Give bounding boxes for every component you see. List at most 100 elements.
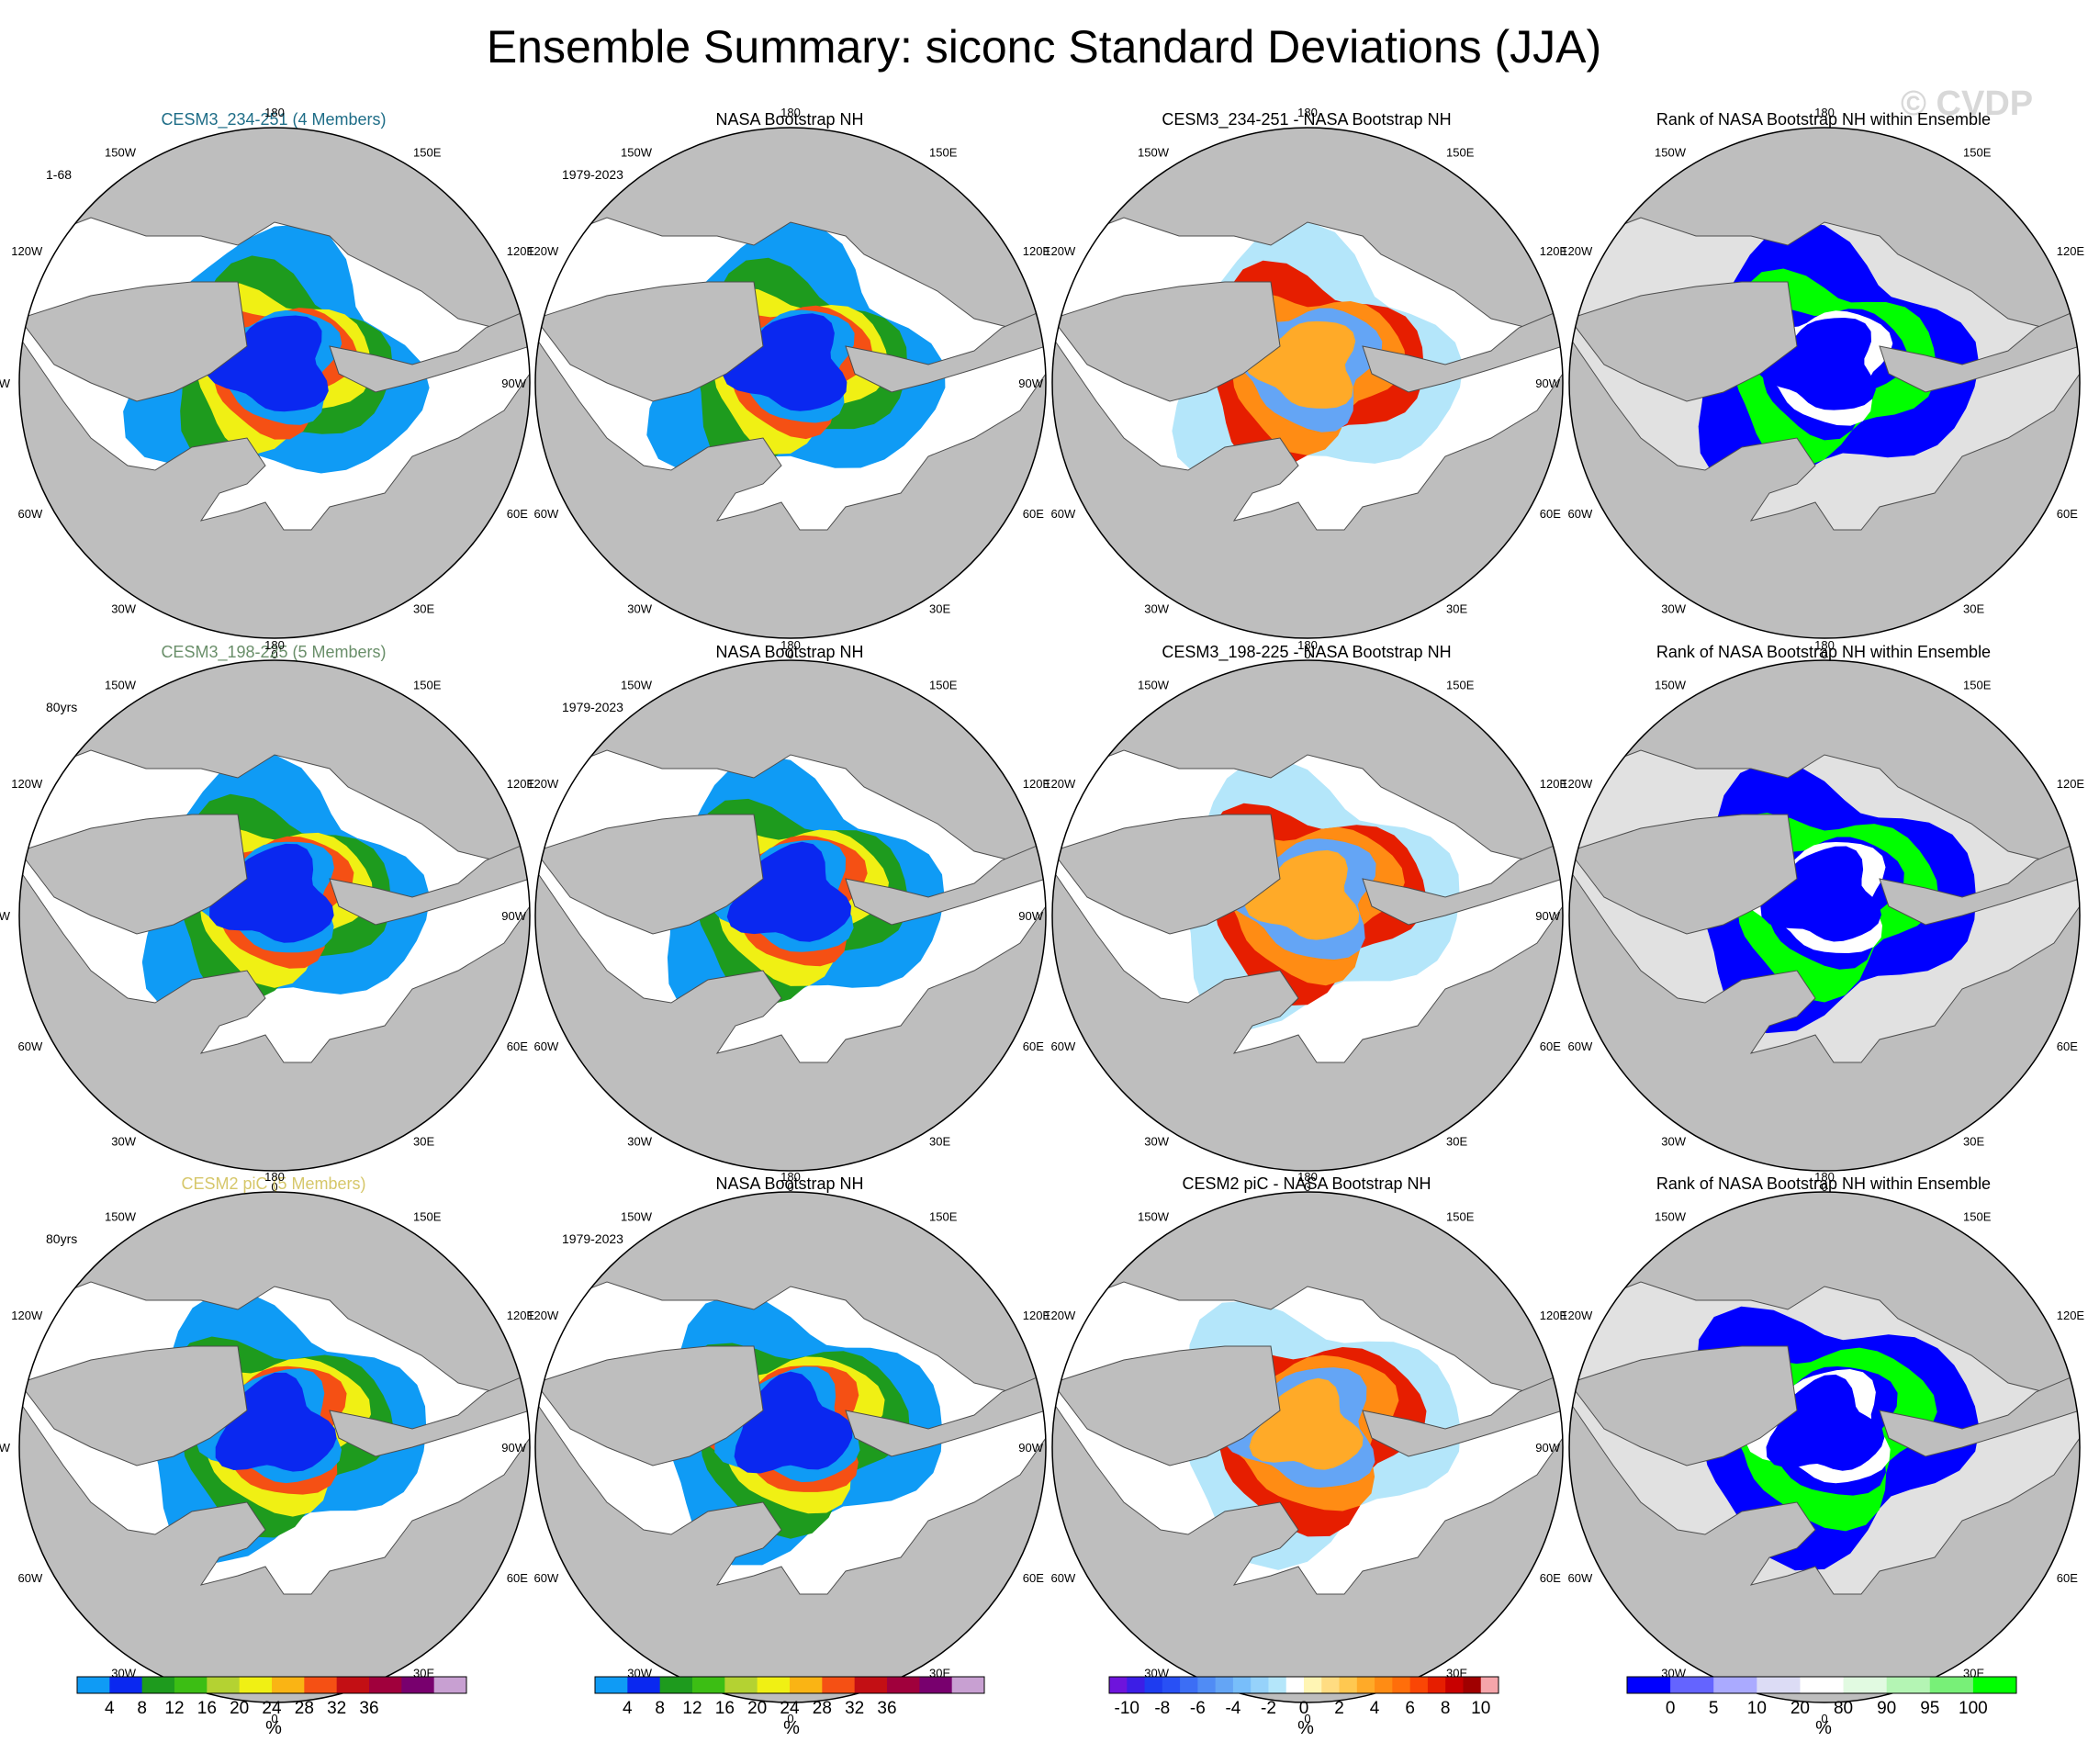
land-mass <box>19 660 530 880</box>
longitude-label: 0 <box>1821 1712 1827 1725</box>
colorbar-unit: % <box>1297 1718 1314 1738</box>
land-mass <box>329 1373 530 1457</box>
colorbar-swatch <box>433 1677 467 1693</box>
sea-ice-field <box>1766 1374 1885 1471</box>
land-mass <box>1569 128 2080 347</box>
map-boundary <box>1051 127 1564 639</box>
longitude-label: 90W <box>1535 1441 1560 1455</box>
longitude-label: 90W <box>1018 1441 1043 1455</box>
sea-ice-field <box>1757 318 1876 410</box>
longitude-label: 60E <box>2057 507 2078 521</box>
land-mass <box>19 335 530 638</box>
longitude-label: 30W <box>627 1135 652 1149</box>
longitude-label: 0 <box>1304 1180 1310 1194</box>
longitude-label: 60W <box>1051 1571 1076 1585</box>
polar-map: 180150E120E90E60E30E030W60W90W120W150W <box>1018 106 1593 661</box>
land-mass <box>1569 281 1798 402</box>
polar-map: 180150E120E90E60E30E030W60W90W120W150W <box>1018 1170 1593 1725</box>
longitude-label: 150E <box>1446 1209 1475 1223</box>
colorbar-tick-label: -6 <box>1190 1699 1206 1718</box>
land-mass <box>329 841 530 926</box>
colorbar-tick-label: 20 <box>1791 1699 1810 1718</box>
colorbar-tick-label: 20 <box>230 1699 249 1718</box>
longitude-label: 90W <box>0 909 11 923</box>
longitude-label: 60E <box>1023 1571 1044 1585</box>
colorbar-swatch <box>1480 1677 1499 1693</box>
longitude-label: 150W <box>105 145 137 159</box>
longitude-label: 180 <box>780 106 801 119</box>
longitude-label: 120E <box>1023 777 1051 791</box>
colorbar-swatch <box>1197 1677 1217 1693</box>
colorbar-swatch <box>1427 1677 1446 1693</box>
colorbar-tick-label: -8 <box>1154 1699 1170 1718</box>
map-boundary <box>18 1191 531 1703</box>
colorbar-swatch <box>1232 1677 1252 1693</box>
longitude-label: 90W <box>0 376 11 390</box>
colorbar-swatch <box>1251 1677 1269 1693</box>
colorbar-swatch <box>1268 1677 1287 1693</box>
panel-title: CESM3_234-251 (4 Members) <box>161 110 387 129</box>
longitude-label: 0 <box>1821 1180 1827 1194</box>
sea-ice-field <box>734 1371 853 1474</box>
longitude-label: 150E <box>1963 678 1992 691</box>
land-mass <box>1569 868 2080 1171</box>
colorbar-swatch <box>1375 1677 1393 1693</box>
map-boundary <box>534 127 1047 639</box>
colorbar-tick-label: 12 <box>682 1699 702 1718</box>
land-mass <box>19 281 248 402</box>
colorbar-tick-label: 28 <box>813 1699 832 1718</box>
longitude-label: 60E <box>1023 507 1044 521</box>
longitude-label: 60W <box>534 1571 559 1585</box>
colorbar-tick-label: 90 <box>1877 1699 1896 1718</box>
land-mass <box>535 814 764 935</box>
land-mass <box>19 1399 530 1702</box>
land-mass <box>1362 309 1563 393</box>
land-mass <box>1052 660 1563 880</box>
colorbar-tick-label: -2 <box>1261 1699 1276 1718</box>
longitude-label: 30W <box>1661 1135 1686 1149</box>
longitude-label: 120W <box>1044 1309 1076 1322</box>
longitude-label: 60E <box>1540 1571 1561 1585</box>
land-mass <box>1569 335 2080 638</box>
longitude-label: 30E <box>1446 1135 1467 1149</box>
longitude-label: 90W <box>1535 909 1560 923</box>
colorbar-swatch <box>1321 1677 1341 1693</box>
colorbar-tick-label: 16 <box>197 1699 217 1718</box>
colorbar-tick-label: 16 <box>715 1699 735 1718</box>
longitude-label: 60E <box>2057 1571 2078 1585</box>
colorbar-tick-label: 95 <box>1920 1699 1939 1718</box>
land-mass <box>1879 309 2080 393</box>
observation-std-colorbar: 4 8 12 16 20 24 28 32 36% <box>594 1676 999 1750</box>
colorbar-swatch <box>951 1677 985 1693</box>
longitude-label: 150E <box>1446 145 1475 159</box>
longitude-label: 120W <box>1044 777 1076 791</box>
colorbar-tick-label: 20 <box>747 1699 767 1718</box>
land-mass <box>535 128 1046 347</box>
colorbar-tick-label: 8 <box>655 1699 665 1718</box>
longitude-label: 150W <box>1138 1209 1170 1223</box>
longitude-label: 30W <box>111 602 136 616</box>
polar-map: 180150E120E90E60E30E030W60W90W120W150W <box>0 106 560 661</box>
colorbar-tick-label: 10 <box>1471 1699 1490 1718</box>
colorbar-swatch <box>109 1677 143 1693</box>
land-mass <box>1569 814 1798 935</box>
longitude-label: 60W <box>18 507 43 521</box>
colorbar-swatch <box>1843 1677 1888 1693</box>
difference-colorbar: -10 -8 -6 -4 -2 0 2 4 6 8 10% <box>1108 1676 1513 1750</box>
land-mass <box>535 281 764 402</box>
longitude-label: 120E <box>2057 777 2085 791</box>
land-mass <box>845 1373 1046 1457</box>
panel-title: CESM2 piC - NASA Bootstrap NH <box>1182 1174 1431 1193</box>
colorbar-tick-label: 5 <box>1709 1699 1719 1718</box>
colorbar-swatch <box>239 1677 273 1693</box>
longitude-label: 30E <box>1446 602 1467 616</box>
longitude-label: 120E <box>2057 244 2085 258</box>
longitude-label: 0 <box>271 647 277 661</box>
page-title: Ensemble Summary: siconc Standard Deviat… <box>486 21 1602 73</box>
colorbar-swatch <box>304 1677 338 1693</box>
longitude-label: 90W <box>0 1441 11 1455</box>
ensemble-std-colorbar: 4 8 12 16 20 24 28 32 36% <box>76 1676 481 1750</box>
colorbar-tick-label: 36 <box>877 1699 896 1718</box>
land-mass <box>1362 1373 1563 1457</box>
colorbar-tick-label: 0 <box>1299 1699 1309 1718</box>
